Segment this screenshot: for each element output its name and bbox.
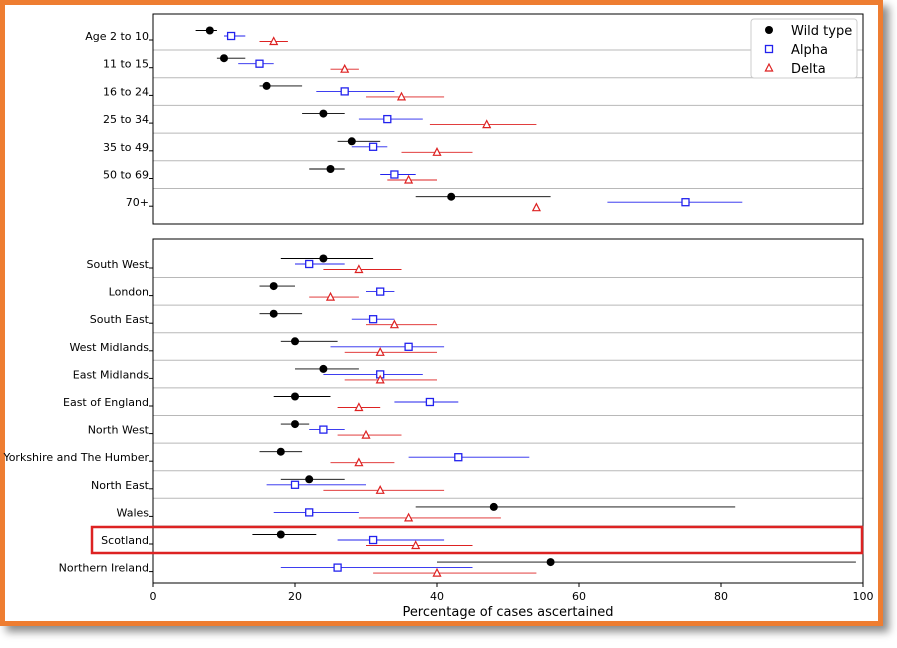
x-tick-label: 40 [430, 590, 444, 603]
category-label-north-west: North West [88, 424, 150, 437]
point-alpha-70 [681, 198, 690, 207]
point-alpha-16-to-24 [340, 87, 349, 96]
point-wild-type-north-west [291, 420, 299, 429]
point-alpha-northern-ireland [333, 563, 342, 572]
category-label-70: 70+ [126, 196, 149, 209]
point-alpha-south-east [368, 315, 378, 324]
panel-2-border [152, 238, 864, 584]
point-wild-type-age-2-to-10 [205, 26, 214, 35]
point-alpha-25-to-34 [383, 114, 392, 124]
point-wild-type-11-to-15 [220, 54, 228, 63]
point-wild-type-north-east [305, 475, 314, 484]
point-delta-northern-ireland [432, 567, 442, 577]
point-delta-scotland [411, 540, 421, 550]
highlight-box-scotland [90, 525, 864, 555]
point-delta-50-to-69 [404, 174, 414, 184]
point-alpha-age-2-to-10 [226, 31, 236, 41]
point-alpha-35-to-49 [368, 142, 378, 151]
x-tick-label: 60 [572, 590, 586, 603]
point-delta-north-east [375, 484, 385, 494]
point-wild-type-west-midlands [291, 337, 299, 346]
point-wild-type-wales [489, 502, 498, 511]
category-label-south-east: South East [90, 313, 150, 326]
category-label-16-to-24: 16 to 24 [103, 85, 149, 98]
point-alpha-north-east [290, 480, 300, 489]
point-delta-north-west [361, 429, 371, 439]
point-delta-yorkshire-and-the-humber [354, 457, 364, 467]
point-wild-type-east-of-england [291, 392, 299, 401]
point-delta-35-to-49 [432, 146, 442, 156]
point-delta-wales [404, 512, 414, 522]
category-label-london: London [109, 286, 149, 299]
point-wild-type-northern-ireland [546, 558, 555, 567]
point-delta-age-2-to-10 [269, 36, 279, 46]
point-alpha-south-west [305, 259, 314, 269]
point-alpha-11-to-15 [255, 59, 264, 68]
x-axis-label: Percentage of cases ascertained [402, 605, 613, 620]
point-delta-south-east [389, 319, 399, 329]
x-tick-label: 20 [288, 590, 302, 603]
point-alpha-east-of-england [425, 397, 435, 407]
x-tick-label: 0 [150, 590, 157, 603]
category-label-yorkshire-and-the-humber: Yorkshire and The Humber [2, 451, 149, 464]
category-label-northern-ireland: Northern Ireland [59, 562, 149, 575]
point-wild-type-east-midlands [319, 364, 328, 373]
category-label-north-east: North East [91, 479, 150, 492]
point-alpha-wales [305, 508, 314, 517]
legend-label-delta: Delta [791, 62, 826, 77]
category-label-scotland: Scotland [101, 534, 149, 547]
point-delta-25-to-34 [482, 119, 492, 129]
x-tick-label: 80 [714, 590, 728, 603]
category-label-35-to-49: 35 to 49 [103, 141, 149, 154]
point-alpha-50-to-69 [390, 170, 399, 179]
point-delta-east-of-england [354, 402, 364, 412]
point-alpha-north-west [319, 425, 328, 434]
point-wild-type-yorkshire-and-the-humber [276, 447, 285, 456]
legend-marker-alpha [764, 44, 774, 54]
category-label-50-to-69: 50 to 69 [103, 169, 149, 182]
category-label-age-2-to-10: Age 2 to 10 [85, 30, 149, 43]
point-wild-type-25-to-34 [319, 109, 328, 118]
point-wild-type-35-to-49 [347, 137, 356, 146]
point-delta-south-west [354, 264, 364, 274]
category-label-south-west: South West [86, 258, 149, 271]
figure-frame [0, 0, 883, 626]
legend-label-alpha: Alpha [791, 43, 828, 58]
point-delta-70 [531, 202, 541, 212]
category-label-11-to-15: 11 to 15 [103, 58, 149, 71]
panel-1-border [152, 13, 864, 225]
point-alpha-london [376, 287, 385, 296]
point-wild-type-south-east [269, 309, 278, 318]
x-tick-label: 100 [853, 590, 874, 603]
category-label-25-to-34: 25 to 34 [103, 113, 149, 126]
legend-marker-wild-type [765, 26, 773, 34]
category-label-east-of-england: East of England [63, 396, 149, 409]
point-alpha-scotland [368, 535, 378, 545]
point-wild-type-south-west [319, 254, 328, 263]
point-delta-11-to-15 [340, 63, 350, 73]
point-delta-london [325, 291, 336, 301]
point-delta-16-to-24 [396, 91, 407, 101]
point-wild-type-50-to-69 [326, 165, 335, 173]
point-wild-type-scotland [276, 530, 285, 539]
point-wild-type-70 [447, 192, 456, 201]
category-label-east-midlands: East Midlands [73, 368, 150, 381]
legend-marker-delta [764, 62, 774, 72]
point-wild-type-16-to-24 [262, 81, 271, 90]
legend-label-wild-type: Wild type [791, 24, 852, 39]
category-label-wales: Wales [117, 506, 150, 519]
point-alpha-west-midlands [404, 342, 413, 351]
point-alpha-yorkshire-and-the-humber [454, 453, 463, 462]
category-label-west-midlands: West Midlands [69, 341, 149, 354]
point-wild-type-london [269, 282, 278, 291]
point-delta-west-midlands [375, 346, 385, 356]
point-delta-east-midlands [375, 374, 385, 384]
legend-box [750, 18, 858, 79]
